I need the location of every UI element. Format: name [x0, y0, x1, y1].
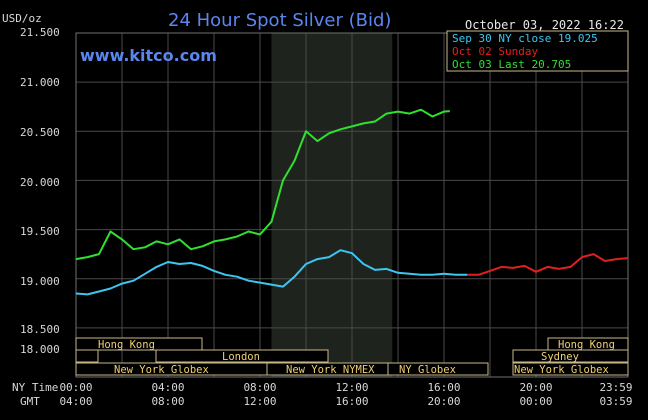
y-tick-label: 18.500	[20, 323, 60, 336]
legend-entry-oct03: Oct 03 Last 20.705	[452, 58, 571, 71]
x-tick-label-ny: 04:00	[151, 381, 184, 394]
x-axis-ny-label: NY Time	[12, 381, 58, 394]
plot-border	[75, 32, 629, 378]
chart-date: October 03, 2022 16:22	[465, 18, 624, 32]
chart-title: 24 Hour Spot Silver (Bid)	[168, 10, 391, 31]
series-line-0	[75, 249, 467, 296]
x-tick-label-ny: 16:00	[427, 381, 460, 394]
session-sydney: Sydney	[541, 351, 579, 363]
x-tick-label-gmt: 08:00	[151, 395, 184, 408]
legend-box	[446, 30, 629, 72]
x-tick-label-gmt: 03:59	[599, 395, 632, 408]
nymex-session-band	[271, 33, 393, 377]
y-tick-label: 18.000	[20, 343, 60, 356]
session-hong-kong-2: Hong Kong	[558, 339, 615, 351]
series-layer	[75, 108, 629, 296]
x-tick-label-ny: 12:00	[335, 381, 368, 394]
x-tick-label-gmt: 04:00	[59, 395, 92, 408]
x-tick-label-ny: 20:00	[519, 381, 552, 394]
legend-entry-sep30: Sep 30 NY close 19.025	[452, 32, 598, 45]
session-london: London	[222, 351, 260, 363]
x-tick-label-ny: 00:00	[59, 381, 92, 394]
x-tick-label-ny: 08:00	[243, 381, 276, 394]
x-axis-gmt-label: GMT	[20, 395, 40, 408]
x-tick-label-gmt: 20:00	[427, 395, 460, 408]
series-line-1	[467, 253, 629, 276]
x-tick-label-gmt: 16:00	[335, 395, 368, 408]
y-tick-label: 21.500	[20, 26, 60, 39]
ny-tick-labels: 00:00 04:00 08:00 12:00 16:00 20:00 23:59	[59, 381, 632, 394]
y-tick-label: 19.000	[20, 275, 60, 288]
x-axis: NY Time GMT 00:00 04:00 08:00 12:00 16:00 20:…	[12, 381, 633, 408]
y-tick-label: 21.000	[20, 76, 60, 89]
session-hong-kong: Hong Kong	[98, 339, 155, 351]
x-tick-label-gmt: 00:00	[519, 395, 552, 408]
x-tick-label-ny: 23:59	[599, 381, 632, 394]
gmt-tick-labels: 04:00 08:00 12:00 16:00 20:00 00:00 03:59	[59, 395, 632, 408]
trading-sessions: Hong Kong London New York Globex New Yor…	[75, 337, 629, 376]
session-ny-nymex: New York NYMEX	[286, 364, 375, 376]
site-watermark: www.kitco.com	[80, 46, 217, 65]
session-ny-globex-2: NY Globex	[399, 364, 456, 376]
y-unit-label: USD/oz	[2, 12, 42, 25]
y-tick-label: 20.500	[20, 126, 60, 139]
legend-entry-oct02: Oct 02 Sunday	[452, 45, 538, 58]
grid-layer	[75, 32, 629, 378]
series-line-2	[75, 108, 450, 261]
y-axis-labels: 21.500 21.000 20.500 20.000 19.500 19.00…	[20, 26, 60, 356]
x-tick-label-gmt: 12:00	[243, 395, 276, 408]
y-tick-label: 19.500	[20, 225, 60, 238]
legend: Sep 30 NY close 19.025 Oct 02 Sunday Oct…	[446, 30, 629, 72]
session-ny-globex-3: New York Globex	[514, 364, 609, 376]
y-tick-label: 20.000	[20, 176, 60, 189]
session-ny-globex: New York Globex	[114, 364, 209, 376]
